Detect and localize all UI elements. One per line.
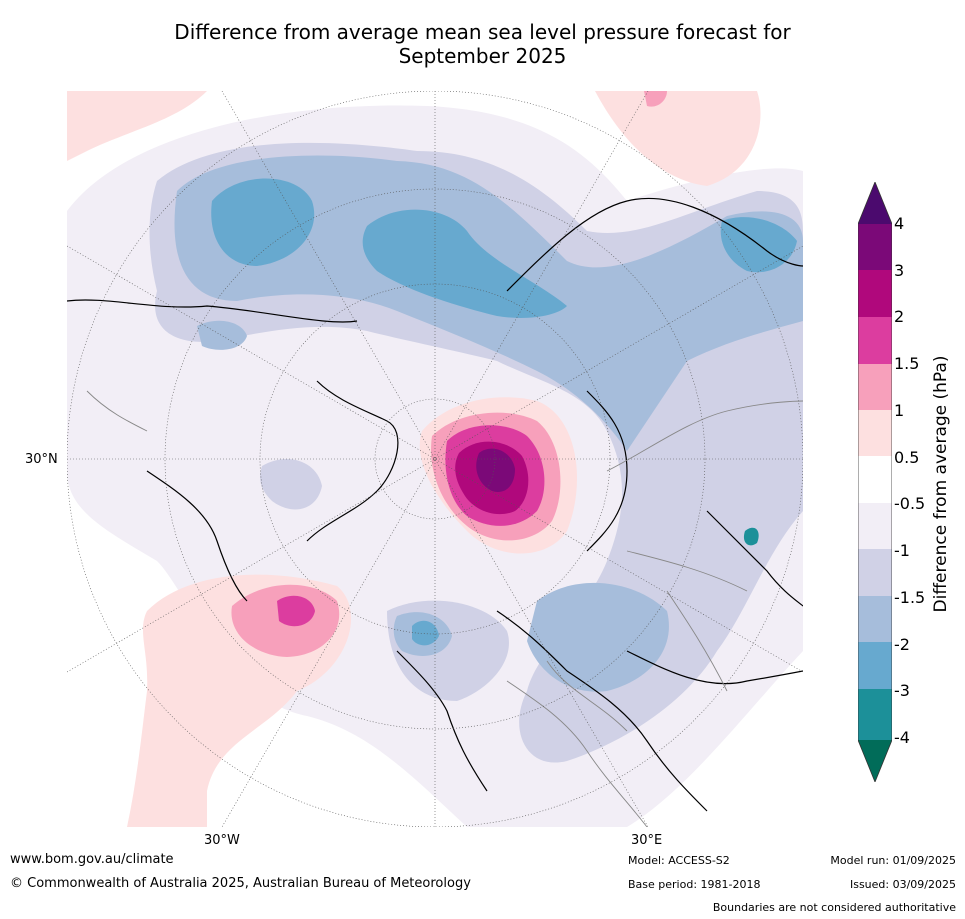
- colorbar: [858, 182, 892, 782]
- model-run-text: Model run: 01/09/2025: [830, 854, 956, 867]
- map-title: Difference from average mean sea level p…: [0, 20, 965, 68]
- colorbar-tick-neg-1: -1: [894, 541, 910, 560]
- website-link[interactable]: www.bom.gov.au/climate: [10, 852, 174, 867]
- lat-label-30n: 30°N: [25, 452, 58, 467]
- colorbar-label: Difference from average (hPa): [931, 355, 951, 613]
- colorbar-tick-3: 3: [894, 261, 905, 280]
- colorbar-band-15-2: [858, 317, 892, 364]
- colorbar-tick-1-5: 1.5: [894, 354, 920, 373]
- colorbar-band-neg2-neg3: [858, 642, 892, 689]
- colorbar-band-3-4: [858, 224, 892, 270]
- colorbar-tick-4: 4: [894, 214, 905, 233]
- lon-label-30e: 30°E: [631, 833, 663, 848]
- boundaries-disclaimer: Boundaries are not considered authoritat…: [712, 901, 956, 914]
- colorbar-under-extension: [858, 740, 892, 782]
- colorbar-tick-0-5: 0.5: [894, 448, 920, 467]
- anomaly-fill-neg-3: [743, 527, 759, 546]
- colorbar-band-neg3-neg4: [858, 689, 892, 740]
- coastlines: [67, 197, 803, 812]
- graticule: [67, 91, 803, 827]
- country-boundaries: [86, 390, 803, 827]
- lon-label-30w: 30°W: [204, 833, 240, 848]
- colorbar-band-neg05-neg1: [858, 503, 892, 549]
- colorbar-tick-neg-3: -3: [894, 681, 910, 700]
- pressure-anomaly-map: [67, 91, 803, 827]
- colorbar-tick-neg-2: -2: [894, 635, 910, 654]
- model-text: Model: ACCESS-S2: [628, 854, 730, 867]
- colorbar-over-extension: [858, 182, 892, 224]
- base-period-text: Base period: 1981-2018: [628, 878, 761, 891]
- issued-text: Issued: 03/09/2025: [849, 878, 956, 891]
- colorbar-tick-2: 2: [894, 307, 905, 326]
- colorbar-band-1-15: [858, 364, 892, 410]
- title-line-2: September 2025: [398, 44, 567, 68]
- colorbar-band-neg15-neg2: [858, 596, 892, 642]
- colorbar-tick-neg-1-5: -1.5: [894, 588, 926, 607]
- colorbar-tick-neg-4: -4: [894, 728, 910, 747]
- colorbar-band-neutral: [858, 456, 892, 503]
- title-line-1: Difference from average mean sea level p…: [174, 20, 791, 44]
- colorbar-band-05-1: [858, 410, 892, 456]
- colorbar-band-2-3: [858, 270, 892, 317]
- colorbar-band-neg1-neg15: [858, 549, 892, 596]
- anomaly-fill-pos-3: [476, 448, 515, 492]
- colorbar-tick-1: 1: [894, 401, 905, 420]
- colorbar-tick-neg-0-5: -0.5: [894, 494, 926, 513]
- copyright-text: © Commonwealth of Australia 2025, Austra…: [10, 876, 471, 891]
